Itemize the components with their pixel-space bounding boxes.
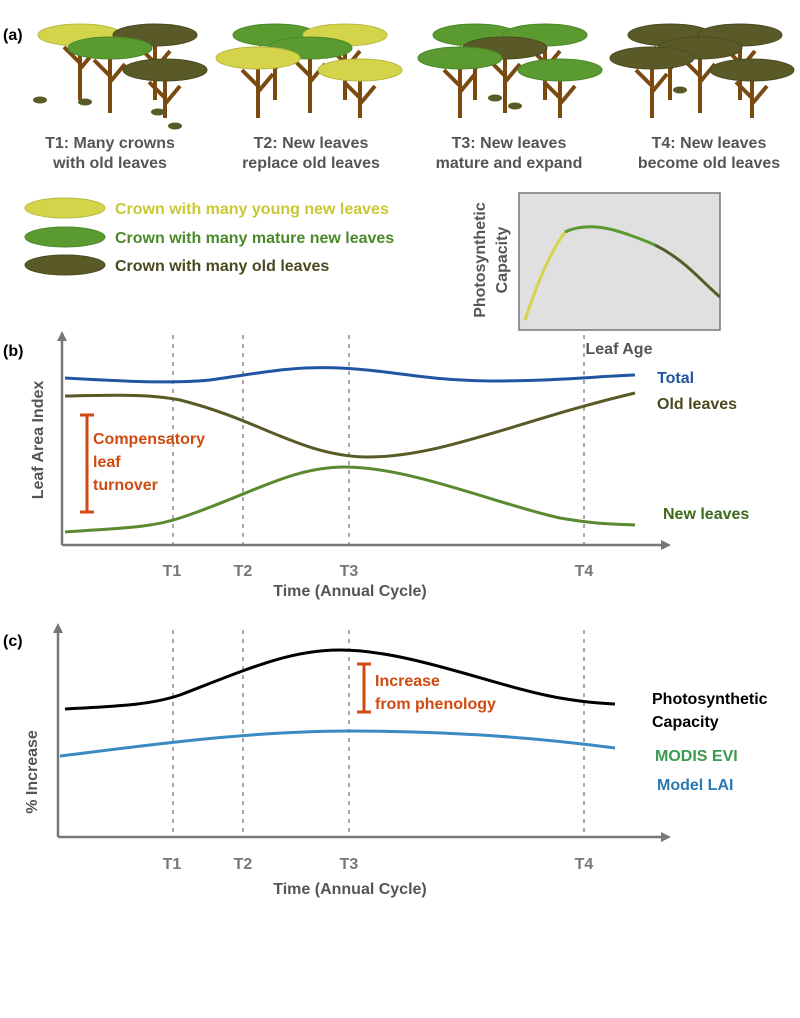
annotation-bar	[80, 413, 94, 514]
inset-y-label: Photosynthetic	[472, 202, 489, 318]
panel-label: (c)	[3, 633, 23, 650]
fallen-leaf	[78, 98, 92, 106]
inset-curve-old	[654, 243, 721, 299]
new-leaves-curve	[64, 465, 636, 534]
fallen-leaf	[673, 86, 687, 94]
x-label: Time (Annual Cycle)	[273, 881, 427, 898]
dotted-guides	[172, 630, 585, 837]
legend-label: Crown with many young new leaves	[115, 201, 389, 218]
dotted-guides	[172, 335, 585, 545]
curve-label: Model LAI	[657, 777, 733, 794]
inset-box	[518, 192, 721, 331]
tick-label: T2	[234, 856, 253, 873]
fallen-leaf	[33, 96, 47, 104]
tree-crown	[609, 46, 695, 70]
curve-label: Total	[657, 370, 694, 387]
legend-swatch	[24, 197, 106, 219]
tick-label: T2	[234, 563, 253, 580]
tree-trunk	[442, 63, 477, 118]
curve-label: Photosynthetic	[652, 691, 768, 708]
fallen-leaf	[151, 108, 165, 116]
tree-crown	[517, 58, 603, 82]
fallen-leaf	[508, 102, 522, 110]
stage-caption: T1: Many crowns	[45, 135, 175, 152]
stage-caption: with old leaves	[52, 155, 167, 172]
stage-caption: T4: New leaves	[652, 135, 767, 152]
tree-crown	[317, 58, 403, 82]
tick-label: T1	[163, 856, 182, 873]
annotation: Compensatory	[93, 431, 205, 448]
annotation: Increase	[375, 673, 440, 690]
tree-trunk	[147, 75, 182, 118]
total-curve	[64, 366, 636, 384]
fallen-leaf	[168, 122, 182, 130]
annotation: from phenology	[375, 696, 496, 713]
tree-crown	[122, 58, 208, 82]
stage-caption: become old leaves	[638, 155, 780, 172]
tree-trunk	[734, 75, 769, 118]
tree-crown	[215, 46, 301, 70]
inset-curve-mature	[564, 225, 656, 247]
photosynthetic-capacity-curve	[64, 648, 616, 711]
annotation: turnover	[93, 477, 158, 494]
curve-label: Capacity	[652, 714, 719, 731]
legend-label: Crown with many mature new leaves	[115, 230, 394, 247]
legend-swatch	[24, 226, 106, 248]
stage-caption: mature and expand	[436, 155, 583, 172]
legend-swatch	[24, 254, 106, 276]
annotation: leaf	[93, 454, 121, 471]
x-label: Time (Annual Cycle)	[273, 583, 427, 600]
inset-x-label: Leaf Age	[586, 341, 653, 358]
y-label: Leaf Area Index	[30, 381, 47, 500]
tick-label: T3	[340, 563, 359, 580]
tree-trunk	[92, 53, 127, 113]
model-lai-curve	[59, 729, 616, 758]
tree-crown	[709, 58, 795, 82]
old-leaves-curve	[64, 391, 636, 459]
tree-trunk	[634, 63, 669, 118]
tree-trunk	[342, 75, 377, 118]
fallen-leaf	[488, 94, 502, 102]
annotation-bar	[357, 662, 371, 714]
stage-caption: T3: New leaves	[452, 135, 567, 152]
tree-trunk	[542, 75, 577, 118]
y-label: % Increase	[24, 730, 41, 814]
inset-y-label: Capacity	[494, 227, 511, 294]
tree-crown	[67, 36, 153, 60]
tick-label: T1	[163, 563, 182, 580]
curve-label: MODIS EVI	[655, 748, 738, 765]
tick-label: T4	[575, 856, 594, 873]
curve-label: Old leaves	[657, 396, 737, 413]
stage-caption: T2: New leaves	[254, 135, 369, 152]
tree-trunk	[292, 53, 327, 113]
curve-label: New leaves	[663, 506, 749, 523]
tree-crown	[417, 46, 503, 70]
tree-trunk	[240, 63, 275, 118]
panel-label: (b)	[3, 343, 23, 360]
panel-label: (a)	[3, 27, 23, 44]
tree-illustrations	[33, 23, 795, 130]
tick-label: T3	[340, 856, 359, 873]
stage-caption: replace old leaves	[242, 155, 380, 172]
legend-label: Crown with many old leaves	[115, 258, 329, 275]
tick-label: T4	[575, 563, 594, 580]
inset-curve-young	[523, 231, 567, 321]
